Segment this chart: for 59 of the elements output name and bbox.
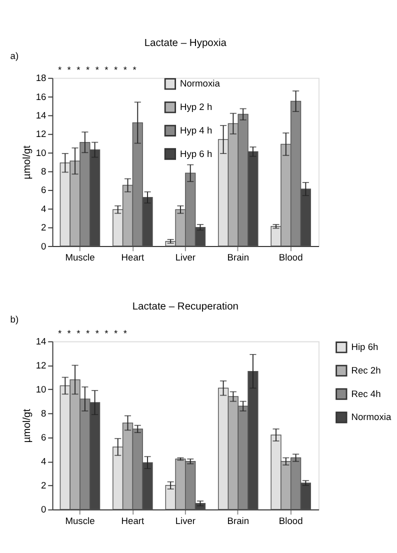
y-tick-label: 12 [36, 360, 46, 371]
x-tick-label: Heart [121, 516, 145, 526]
text: * [95, 65, 100, 76]
x-tick-label: Blood [278, 516, 303, 526]
x-tick-label: Liver [175, 516, 196, 526]
text: * [58, 65, 62, 76]
text: * [95, 328, 100, 339]
x-tick-label: Brain [227, 516, 250, 526]
text: * [123, 65, 128, 76]
text: * [86, 65, 90, 76]
y-tick-label: 12 [36, 129, 46, 140]
text: * [67, 328, 72, 339]
x-tick-label: Blood [278, 252, 303, 262]
legend-label: Normoxia [180, 78, 221, 89]
y-tick-label: 8 [41, 408, 46, 419]
text: * [104, 328, 109, 339]
y-tick-label: 4 [41, 204, 46, 214]
y-tick-label: 10 [36, 148, 46, 158]
text: * [76, 65, 81, 76]
text: * [123, 328, 128, 339]
text: * [114, 328, 118, 339]
legend-label: Rec 4h [351, 388, 381, 399]
text: * [67, 65, 72, 76]
y-tick-label: 4 [41, 456, 46, 467]
chart-title: Lactate – Hypoxia [144, 38, 227, 50]
text: * [114, 65, 118, 76]
legend-label: Rec 2h [351, 366, 381, 376]
y-tick-label: 16 [36, 92, 46, 102]
y-tick-label: 0 [41, 241, 46, 252]
y-tick-label: 14 [36, 110, 46, 120]
y-tick-label: 2 [41, 480, 46, 491]
chart-title: Lactate – Recuperation [132, 302, 239, 313]
legend-label: Hip 6h [351, 342, 378, 352]
y-tick-label: 14 [36, 336, 46, 347]
legend-label: Normoxia [351, 412, 392, 422]
y-tick-label: 6 [41, 185, 46, 196]
text: * [76, 328, 81, 339]
x-tick-label: Brain [227, 252, 250, 262]
x-tick-label: Muscle [65, 252, 95, 262]
legend-label: Hyp 6 h [180, 148, 212, 159]
y-tick-label: 2 [41, 222, 46, 233]
y-tick-label: 10 [36, 384, 46, 395]
text: * [104, 65, 109, 76]
y-tick-label: 8 [41, 166, 46, 177]
y-tick-label: 18 [36, 73, 46, 84]
x-tick-label: Heart [121, 252, 145, 262]
x-tick-label: Liver [175, 252, 196, 262]
legend-label: Hyp 2 h [180, 102, 212, 112]
y-axis-title: µmol/gt [22, 145, 34, 180]
y-tick-label: 6 [41, 432, 46, 443]
text: * [58, 328, 62, 339]
text: * [132, 65, 137, 76]
x-tick-label: Muscle [65, 516, 95, 526]
text: a) [10, 51, 19, 62]
text: b) [10, 314, 19, 325]
y-axis-title: µmol/gt [22, 408, 34, 443]
y-tick-label: 0 [41, 504, 46, 515]
legend-label: Hyp 4 h [180, 125, 212, 136]
text: * [86, 328, 90, 339]
